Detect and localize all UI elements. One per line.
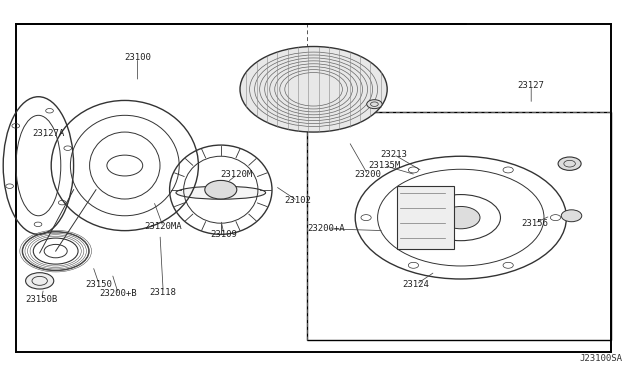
Text: 23156: 23156 — [521, 219, 548, 228]
Text: 23200+B: 23200+B — [100, 289, 137, 298]
Circle shape — [205, 180, 237, 199]
Ellipse shape — [240, 46, 387, 132]
Text: 23127: 23127 — [518, 81, 545, 90]
Text: 23127A: 23127A — [32, 129, 64, 138]
Text: 23200+A: 23200+A — [308, 224, 345, 233]
Circle shape — [561, 210, 582, 222]
Text: 23135M: 23135M — [368, 161, 400, 170]
Circle shape — [558, 157, 581, 170]
Text: 23120M: 23120M — [221, 170, 253, 179]
Ellipse shape — [176, 186, 266, 199]
Text: 23150B: 23150B — [26, 295, 58, 304]
Text: 23200: 23200 — [355, 170, 381, 179]
Text: 23213: 23213 — [380, 150, 407, 159]
Bar — [397, 186, 454, 249]
Text: 23118: 23118 — [150, 288, 177, 296]
Text: J23100SA: J23100SA — [579, 354, 622, 363]
Bar — [307, 112, 611, 340]
Text: 23150: 23150 — [86, 280, 113, 289]
Text: 23109: 23109 — [211, 230, 237, 239]
Text: 23100: 23100 — [124, 53, 151, 62]
Text: 23120MA: 23120MA — [145, 222, 182, 231]
Bar — [16, 24, 611, 352]
Text: 23124: 23124 — [403, 280, 429, 289]
Text: 23102: 23102 — [284, 196, 311, 205]
Circle shape — [26, 273, 54, 289]
Circle shape — [367, 100, 382, 109]
Circle shape — [442, 206, 480, 229]
